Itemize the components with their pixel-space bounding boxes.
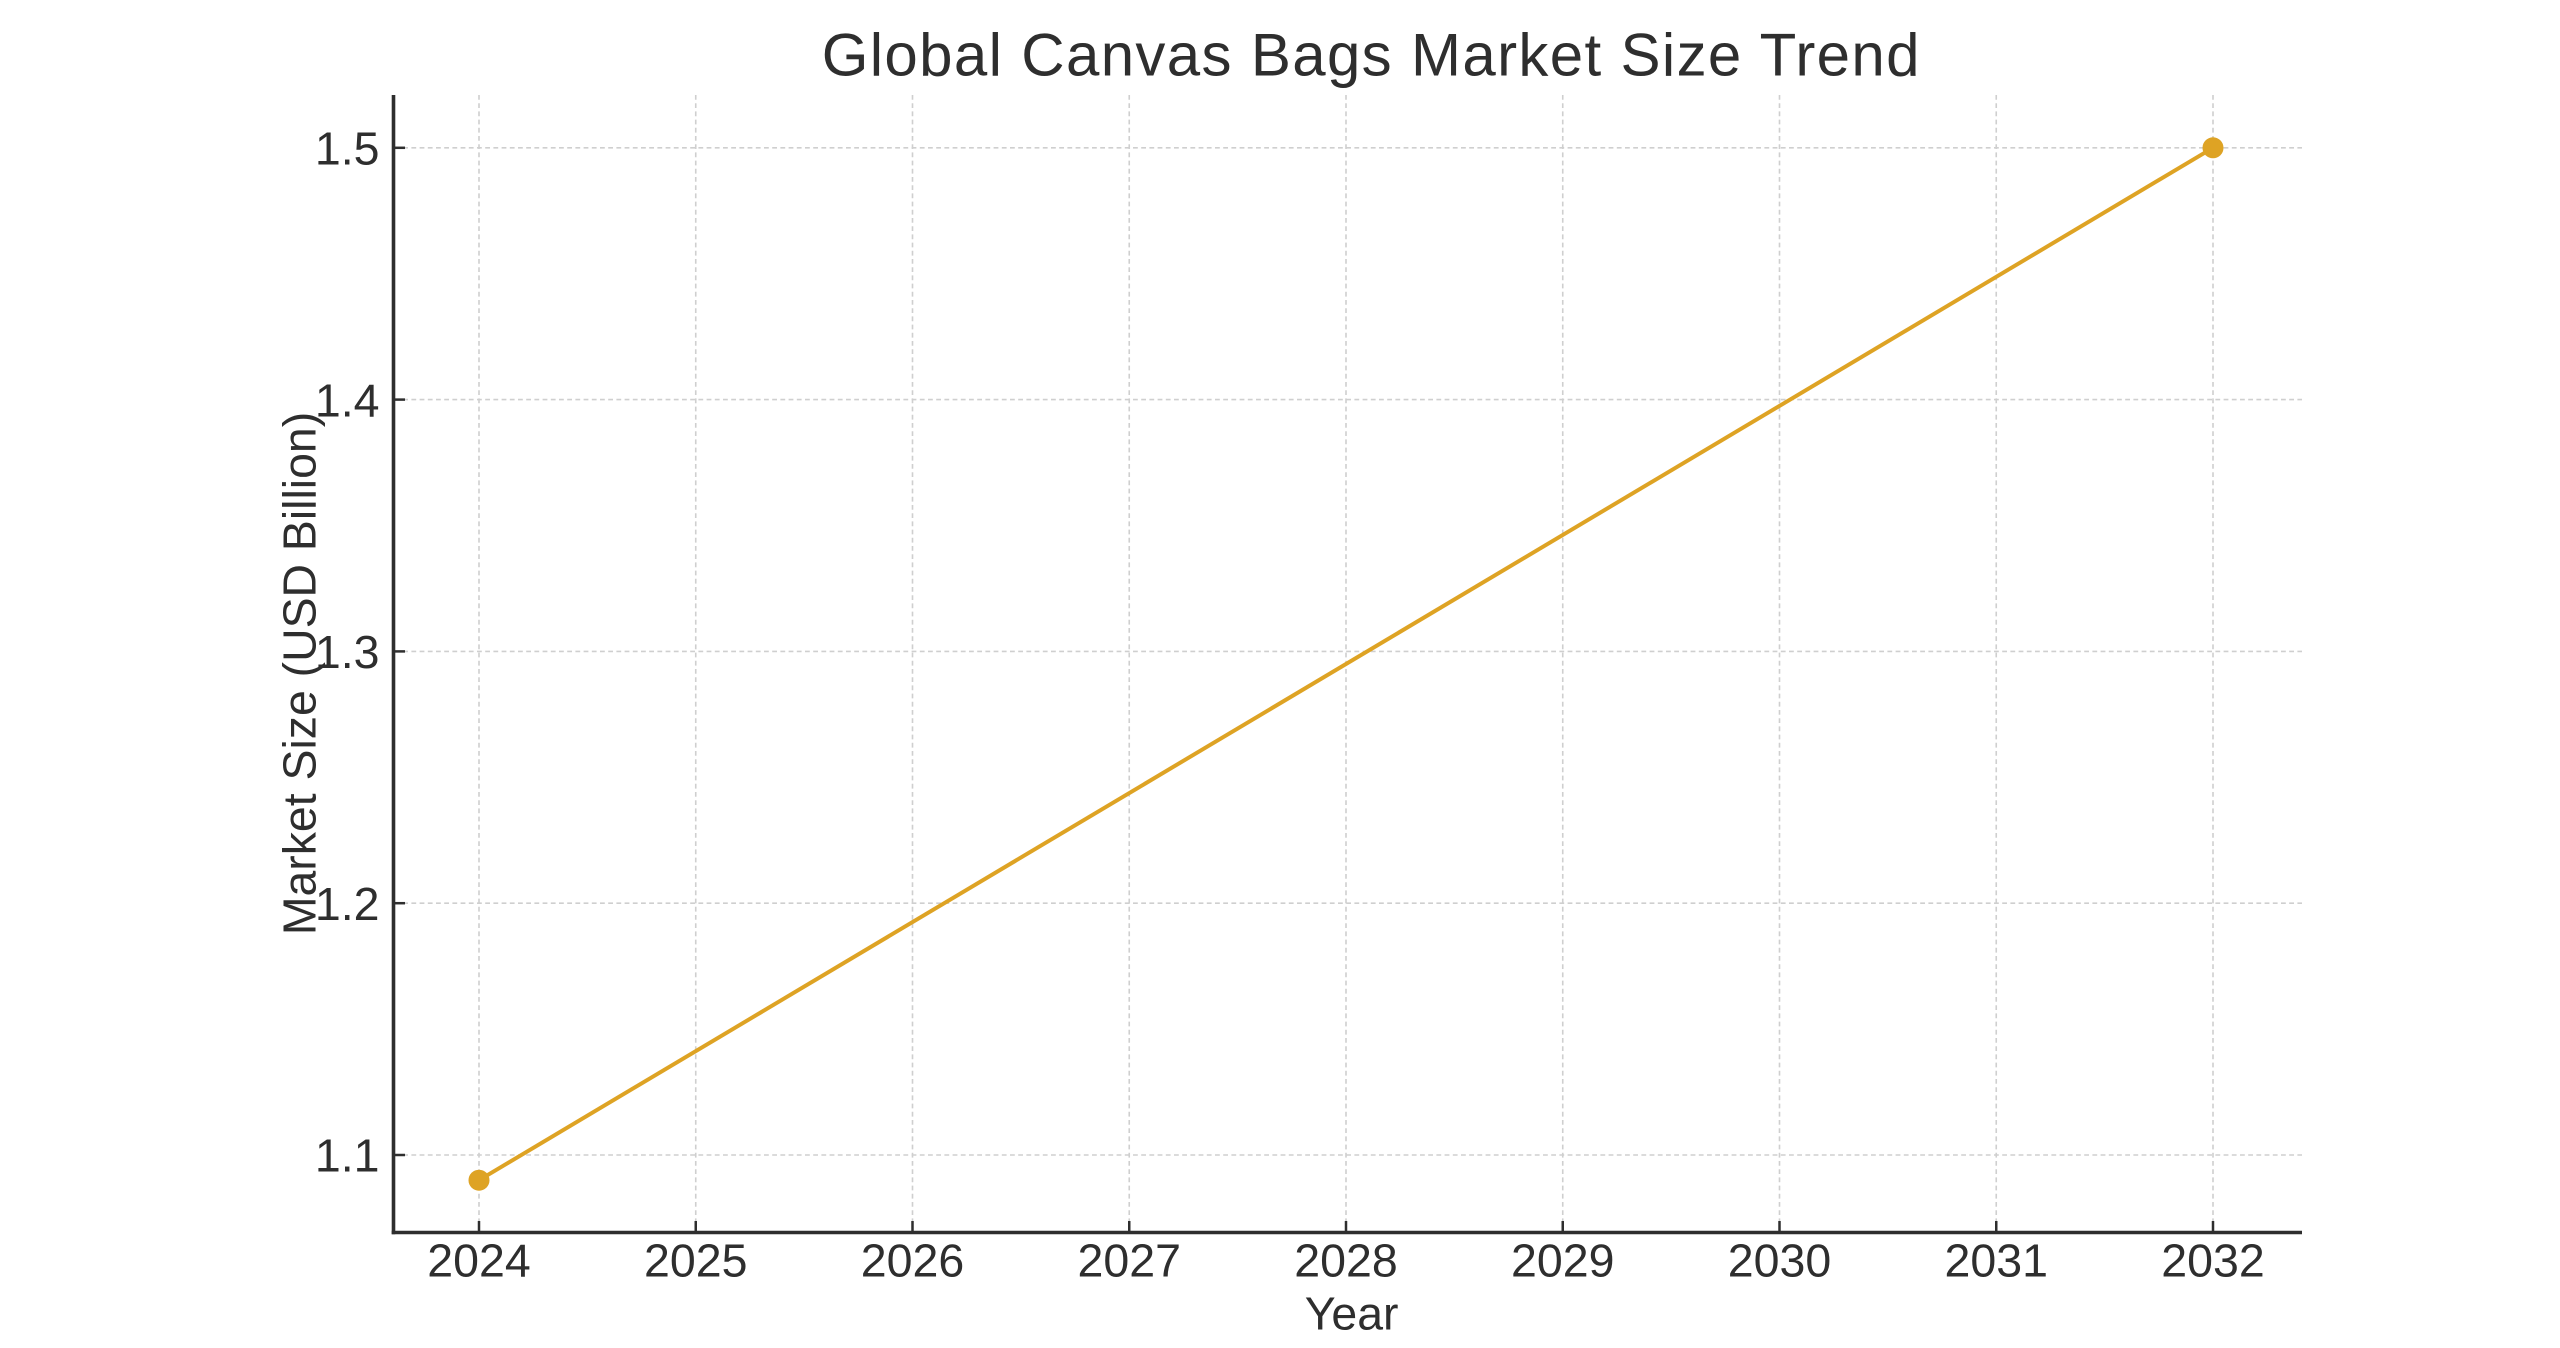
svg-text:Year: Year [1305, 1287, 1399, 1339]
svg-text:2029: 2029 [1511, 1235, 1614, 1287]
svg-text:2025: 2025 [644, 1235, 747, 1287]
svg-text:2027: 2027 [1078, 1235, 1181, 1287]
svg-text:1.2: 1.2 [315, 878, 380, 930]
svg-text:2031: 2031 [1945, 1235, 2048, 1287]
svg-text:1.3: 1.3 [315, 626, 380, 678]
svg-text:2026: 2026 [861, 1235, 964, 1287]
svg-text:Market Size (USD Billion): Market Size (USD Billion) [273, 412, 325, 935]
svg-text:1.1: 1.1 [315, 1130, 380, 1182]
svg-text:1.4: 1.4 [315, 374, 380, 426]
svg-text:2032: 2032 [2161, 1235, 2264, 1287]
svg-text:1.5: 1.5 [315, 123, 380, 175]
svg-text:2030: 2030 [1728, 1235, 1831, 1287]
svg-text:Global Canvas Bags Market Size: Global Canvas Bags Market Size Trend [822, 22, 1921, 89]
svg-text:2028: 2028 [1294, 1235, 1397, 1287]
svg-text:2024: 2024 [427, 1235, 530, 1287]
